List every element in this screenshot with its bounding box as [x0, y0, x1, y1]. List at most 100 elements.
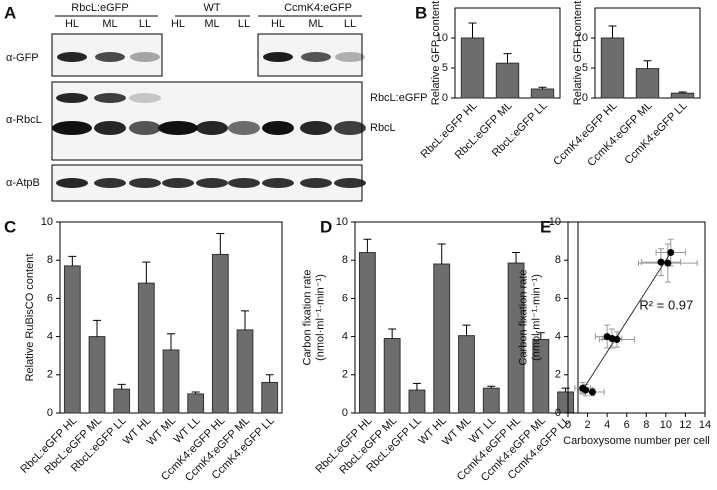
- y-tick-label: 5: [442, 62, 448, 74]
- x-tick-label: 6: [624, 419, 630, 431]
- band-label: RbcL: [370, 122, 396, 134]
- bar: [433, 263, 451, 414]
- blot-band: [129, 121, 161, 135]
- blot-band: [94, 178, 126, 188]
- panel-label: D: [320, 217, 332, 236]
- x-tick-label: 14: [699, 419, 711, 431]
- row-label: α-RbcL: [6, 114, 42, 126]
- panel-label: E: [540, 217, 551, 236]
- bar: [358, 252, 376, 414]
- y-tick-label: 10: [336, 216, 348, 228]
- panel-label: A: [4, 3, 16, 22]
- row-label: α-AtpB: [6, 177, 40, 189]
- point: [588, 388, 596, 396]
- error-bar: [503, 53, 512, 64]
- y-tick-label: 4: [555, 331, 561, 343]
- lane-label: HL: [65, 18, 79, 30]
- x-tick-label: 10: [660, 419, 672, 431]
- bar: [460, 37, 485, 99]
- y-tick-label: 0: [555, 407, 561, 419]
- y-tick-label: 2: [555, 369, 561, 381]
- x-axis-label: Carboxysome number per cell: [563, 435, 710, 447]
- blot-band: [228, 121, 260, 135]
- blot-band: [196, 121, 228, 135]
- error-bar: [643, 60, 652, 69]
- y-axis-label: Relative RuBisCO content: [24, 254, 36, 382]
- x-tick-label: CcmK4:eGFP HL: [551, 100, 619, 168]
- bar: [162, 349, 180, 414]
- blot-band: [334, 121, 366, 135]
- error-bar: [191, 391, 200, 394]
- lane-label: LL: [238, 18, 250, 30]
- y-tick-label: 8: [555, 254, 561, 266]
- error-bar: [678, 91, 687, 94]
- bar: [187, 393, 205, 414]
- y-tick-label: 0: [342, 407, 348, 419]
- bar: [261, 381, 279, 414]
- blot-band: [263, 52, 293, 62]
- y-tick-label: 10: [41, 216, 53, 228]
- row-label: α-GFP: [6, 52, 39, 64]
- band-label: RbcL:eGFP: [370, 92, 427, 104]
- error-bar: [412, 382, 421, 391]
- panel-label: B: [415, 3, 427, 22]
- group-label: RbcL:eGFP: [71, 2, 128, 14]
- x-tick-label: CcmK4:eGFP LL: [623, 100, 690, 167]
- bar: [495, 62, 520, 99]
- point: [667, 249, 675, 257]
- error-bar: [68, 255, 77, 266]
- y-axis-label: Carbon fixation rate: [301, 270, 313, 366]
- plot-frame: [567, 221, 706, 414]
- blot-band: [335, 52, 365, 62]
- x-tick-label: 12: [679, 419, 691, 431]
- error-bar: [216, 232, 225, 255]
- lane-label: HL: [171, 18, 185, 30]
- y-tick-label: 6: [555, 292, 561, 304]
- point: [582, 386, 590, 394]
- lane-label: ML: [102, 18, 117, 30]
- error-bar: [487, 385, 496, 389]
- group-label: WT: [203, 2, 220, 14]
- blot-band: [52, 121, 92, 135]
- blot-band: [162, 178, 194, 188]
- lane-label: ML: [204, 18, 219, 30]
- y-tick-label: 6: [47, 292, 53, 304]
- y-axis-label: (nmol·ml⁻¹·min⁻¹): [530, 274, 542, 361]
- y-tick-label: 8: [47, 254, 53, 266]
- y-axis-label: Carbon fixation rate: [517, 270, 529, 366]
- bar: [383, 338, 401, 414]
- group-label: CcmK4:eGFP: [284, 2, 352, 14]
- y-tick-label: 6: [342, 292, 348, 304]
- lane-label: ML: [308, 18, 323, 30]
- y-tick-label: 10: [549, 216, 561, 228]
- y-tick-label: 10: [436, 32, 448, 44]
- y-tick-label: 8: [342, 254, 348, 266]
- blot-band: [94, 93, 126, 103]
- blot-band: [196, 178, 228, 188]
- blot-band: [301, 52, 331, 62]
- y-tick-label: 5: [582, 62, 588, 74]
- blot-band: [129, 178, 161, 188]
- bar: [458, 335, 475, 414]
- bar: [408, 389, 426, 414]
- blot-band: [57, 52, 87, 62]
- point: [613, 335, 621, 343]
- blot-band: [300, 121, 332, 135]
- lane-label: LL: [344, 18, 356, 30]
- bar: [530, 88, 555, 99]
- trend-line: [582, 252, 672, 391]
- error-bar: [462, 324, 471, 336]
- annotation: R² = 0.97: [639, 297, 693, 312]
- x-tick-label: 8: [643, 419, 649, 431]
- y-axis-label: Relative GFP content: [430, 1, 442, 105]
- error-bar: [241, 310, 249, 330]
- bar: [236, 329, 254, 414]
- error-bar: [388, 328, 397, 339]
- bar: [600, 37, 625, 99]
- blot-band: [94, 121, 126, 135]
- blot-box: [51, 81, 363, 161]
- blot-band: [300, 178, 332, 188]
- x-tick-label: 2: [585, 419, 591, 431]
- y-tick-label: 4: [47, 331, 53, 343]
